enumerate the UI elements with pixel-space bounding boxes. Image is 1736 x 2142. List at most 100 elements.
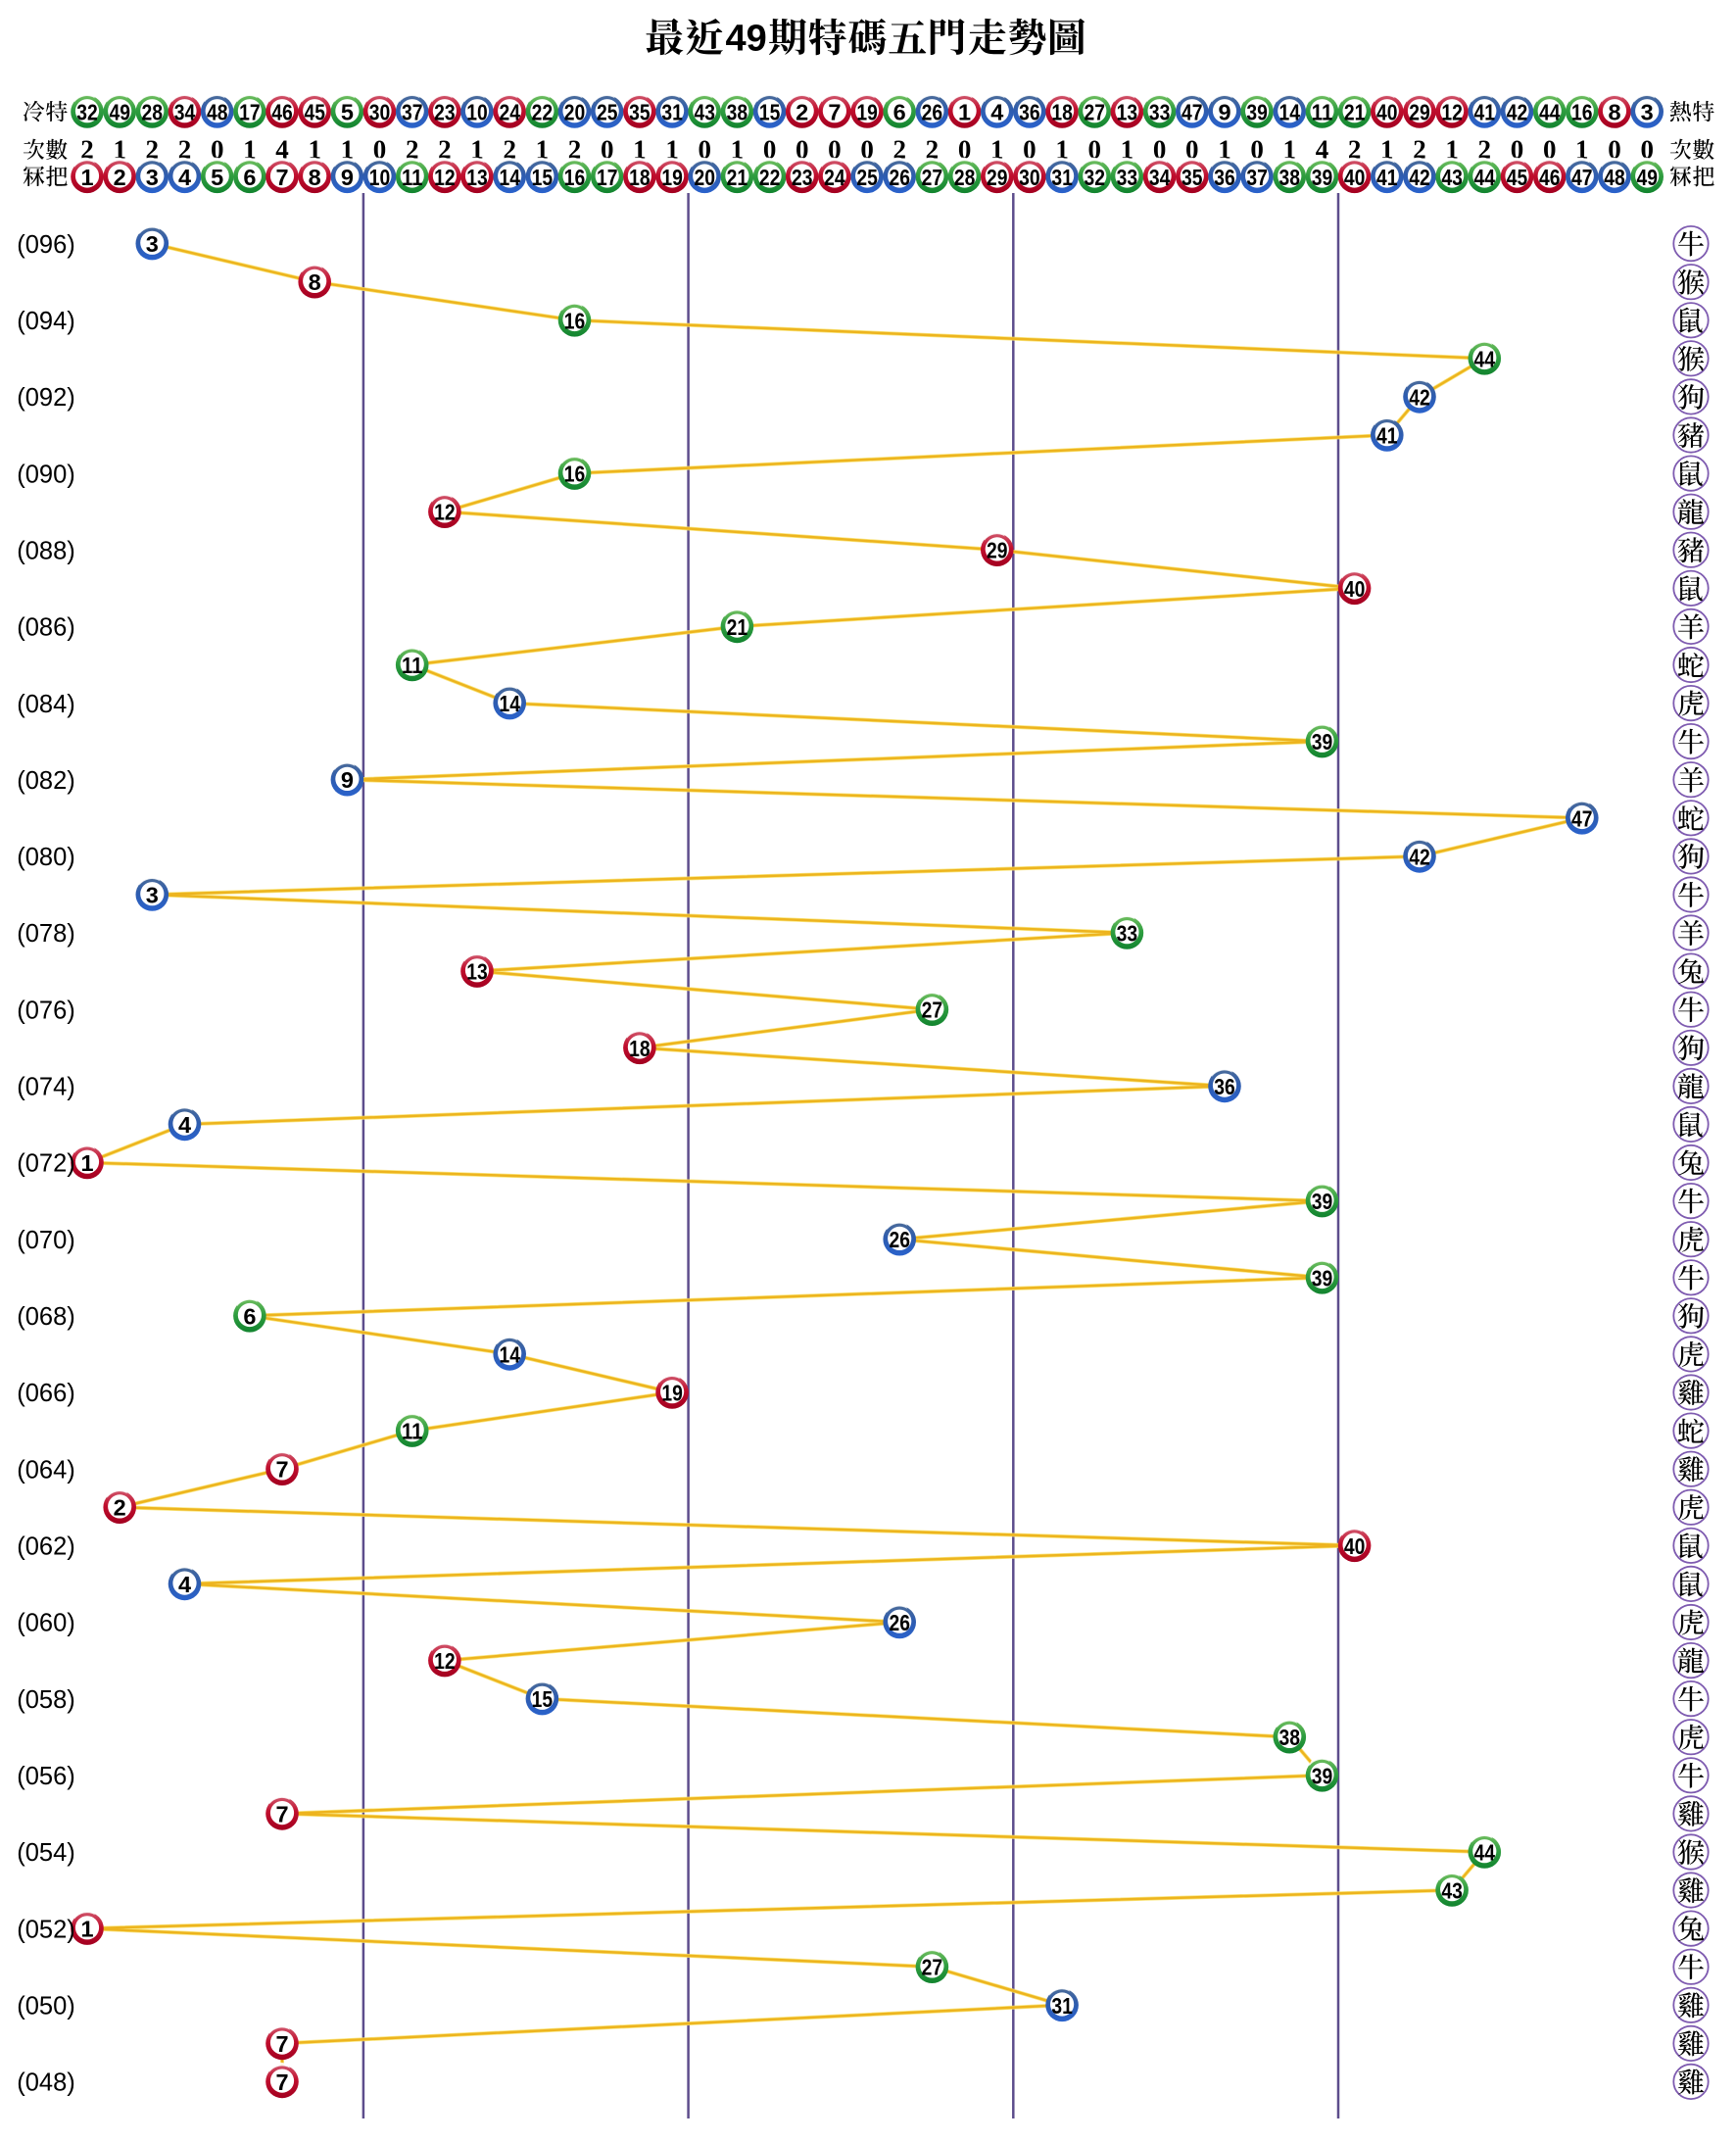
svg-text:0: 0 [373, 134, 387, 164]
svg-text:17: 17 [597, 165, 618, 190]
svg-text:39: 39 [1312, 165, 1333, 190]
svg-text:38: 38 [727, 100, 748, 125]
svg-text:46: 46 [271, 100, 293, 125]
svg-text:21: 21 [727, 165, 748, 190]
svg-text:4: 4 [178, 165, 191, 190]
svg-text:39: 39 [1312, 1265, 1333, 1290]
svg-text:1: 1 [243, 134, 257, 164]
svg-text:44: 44 [1474, 1840, 1496, 1866]
svg-text:10: 10 [466, 100, 488, 125]
svg-text:46: 46 [1539, 165, 1561, 190]
svg-text:41: 41 [1376, 165, 1398, 190]
svg-text:10: 10 [369, 165, 391, 190]
svg-text:34: 34 [174, 100, 196, 125]
svg-text:1: 1 [308, 134, 321, 164]
svg-text:3: 3 [146, 883, 159, 908]
svg-text:(062): (062) [17, 1533, 75, 1561]
svg-text:(074): (074) [17, 1074, 75, 1101]
svg-text:8: 8 [1608, 100, 1620, 125]
svg-text:40: 40 [1344, 576, 1366, 602]
svg-text:0: 0 [1640, 134, 1654, 164]
svg-text:1: 1 [80, 1150, 93, 1176]
svg-text:12: 12 [434, 500, 456, 525]
svg-text:1: 1 [1121, 134, 1134, 164]
svg-text:2: 2 [1413, 134, 1426, 164]
svg-text:42: 42 [1409, 384, 1430, 410]
svg-text:(090): (090) [17, 461, 75, 488]
svg-text:4: 4 [1316, 134, 1329, 164]
svg-text:(094): (094) [17, 308, 75, 335]
svg-text:44: 44 [1539, 100, 1561, 125]
svg-text:3: 3 [146, 165, 159, 190]
svg-text:42: 42 [1409, 844, 1430, 869]
svg-text:(058): (058) [17, 1686, 75, 1714]
svg-text:26: 26 [889, 1610, 910, 1635]
svg-text:43: 43 [694, 100, 715, 125]
svg-text:22: 22 [759, 165, 781, 190]
svg-text:5: 5 [211, 165, 223, 190]
svg-text:1: 1 [536, 134, 550, 164]
svg-text:13: 13 [466, 959, 488, 985]
svg-text:(088): (088) [17, 537, 75, 564]
svg-text:49: 49 [725, 18, 766, 59]
svg-text:(060): (060) [17, 1610, 75, 1637]
svg-text:39: 39 [1312, 1763, 1333, 1788]
svg-text:4: 4 [990, 100, 1003, 125]
svg-text:39: 39 [1246, 100, 1268, 125]
svg-text:2: 2 [568, 134, 582, 164]
svg-text:23: 23 [434, 100, 456, 125]
svg-text:1: 1 [1445, 134, 1459, 164]
svg-text:33: 33 [1149, 100, 1171, 125]
svg-text:2: 2 [796, 100, 808, 125]
svg-text:1: 1 [665, 134, 679, 164]
svg-text:35: 35 [1181, 165, 1203, 190]
svg-text:36: 36 [1019, 100, 1040, 125]
svg-text:1: 1 [731, 134, 745, 164]
svg-text:1: 1 [80, 165, 93, 190]
svg-text:4: 4 [275, 134, 289, 164]
svg-text:12: 12 [1441, 100, 1463, 125]
svg-text:30: 30 [369, 100, 391, 125]
svg-text:6: 6 [243, 165, 256, 190]
svg-text:40: 40 [1376, 100, 1398, 125]
svg-text:0: 0 [1608, 134, 1621, 164]
svg-text:13: 13 [466, 165, 488, 190]
svg-text:11: 11 [1312, 100, 1333, 125]
svg-text:20: 20 [694, 165, 715, 190]
svg-text:19: 19 [661, 1381, 683, 1406]
svg-text:(086): (086) [17, 614, 75, 642]
svg-text:21: 21 [727, 614, 748, 640]
svg-text:(066): (066) [17, 1380, 75, 1407]
svg-text:48: 48 [207, 100, 228, 125]
svg-text:47: 47 [1571, 165, 1593, 190]
svg-text:48: 48 [1604, 165, 1625, 190]
svg-text:43: 43 [1441, 1878, 1463, 1904]
svg-text:35: 35 [629, 100, 651, 125]
svg-text:(054): (054) [17, 1839, 75, 1867]
svg-text:0: 0 [958, 134, 972, 164]
svg-text:0: 0 [1088, 134, 1102, 164]
svg-text:16: 16 [564, 462, 586, 487]
svg-text:34: 34 [1149, 165, 1171, 190]
svg-text:32: 32 [76, 100, 98, 125]
svg-text:0: 0 [796, 134, 809, 164]
svg-text:25: 25 [856, 165, 878, 190]
svg-text:2: 2 [178, 134, 192, 164]
svg-text:27: 27 [922, 998, 943, 1023]
svg-text:(084): (084) [17, 691, 75, 718]
svg-text:0: 0 [828, 134, 842, 164]
svg-text:1: 1 [341, 134, 355, 164]
svg-text:47: 47 [1571, 805, 1593, 831]
svg-text:8: 8 [309, 269, 321, 295]
svg-text:45: 45 [304, 100, 325, 125]
svg-text:19: 19 [856, 100, 878, 125]
svg-text:15: 15 [759, 100, 781, 125]
svg-text:18: 18 [629, 165, 651, 190]
svg-text:2: 2 [892, 134, 906, 164]
svg-text:(076): (076) [17, 997, 75, 1024]
svg-text:1: 1 [633, 134, 647, 164]
svg-text:43: 43 [1441, 165, 1463, 190]
svg-text:(080): (080) [17, 844, 75, 871]
svg-text:(072): (072) [17, 1150, 75, 1178]
svg-text:27: 27 [1085, 100, 1106, 125]
